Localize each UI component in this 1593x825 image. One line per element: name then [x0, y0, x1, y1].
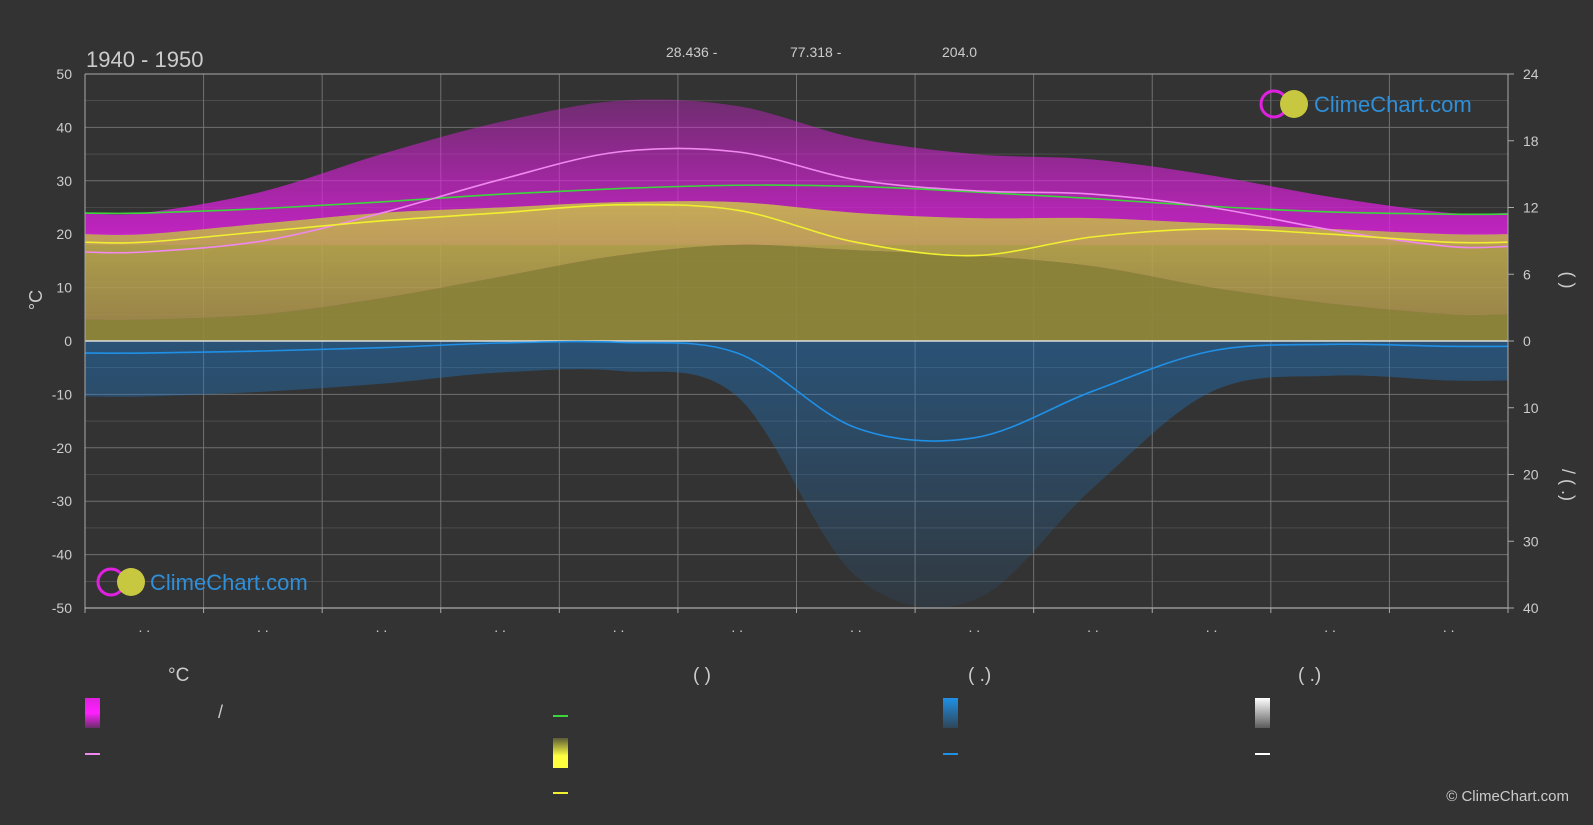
y-tick-right-precip: 30 — [1523, 533, 1539, 549]
range-bands — [85, 99, 1508, 608]
x-tick-label: . . — [138, 619, 150, 635]
x-tick-label: . . — [494, 619, 506, 635]
logo-text-top: ClimeChart.com — [1314, 92, 1472, 117]
y-axis-left-label: °C — [26, 290, 46, 310]
y-tick-left: -40 — [52, 547, 72, 563]
y-tick-right-precip: 10 — [1523, 400, 1539, 416]
x-tick-label: . . — [850, 619, 862, 635]
x-tick-label: . . — [731, 619, 743, 635]
logo-sun-icon — [1280, 90, 1308, 118]
x-tick-label: . . — [376, 619, 388, 635]
sunshine-line — [85, 147, 1508, 254]
logo-top-right: ClimeChart.com — [1259, 89, 1472, 119]
y-tick-left: 40 — [56, 119, 72, 135]
y-tick-left: 20 — [56, 226, 72, 242]
series-lines — [85, 147, 1508, 442]
y-tick-right-hours: 12 — [1523, 200, 1539, 216]
axes: 50 40 30 20 10 0 -10 -20 -30 -40 -50 24 18 12 6 0 10 20 30… — [52, 66, 1539, 635]
y-tick-left: 30 — [56, 173, 72, 189]
y-tick-left: 0 — [64, 333, 72, 349]
y-axis-right-top-label: ( ) — [1558, 272, 1578, 289]
y-tick-right-hours: 24 — [1523, 66, 1539, 82]
chart-period-title: 1940 - 1950 — [86, 47, 203, 72]
y-tick-right-hours: 6 — [1523, 266, 1531, 282]
y-tick-right-hours: 0 — [1523, 333, 1531, 349]
x-tick-label: . . — [1443, 619, 1455, 635]
y-tick-left: 50 — [56, 66, 72, 82]
x-tick-label: . . — [969, 619, 981, 635]
x-tick-label: . . — [1206, 619, 1218, 635]
y-tick-left: -10 — [52, 386, 72, 402]
logo-text-bottom: ClimeChart.com — [150, 570, 308, 595]
header-stat-3: 204.0 — [942, 44, 977, 60]
logo-sun-icon — [117, 568, 145, 596]
precipitation-mean-line — [85, 340, 1508, 442]
temperature-mean-line — [85, 203, 1508, 257]
y-tick-left: -50 — [52, 600, 72, 616]
y-tick-right-hours: 18 — [1523, 133, 1539, 149]
y-axis-right-bottom-label: / ( .) — [1558, 469, 1578, 501]
x-tick-label: . . — [613, 619, 625, 635]
logo-bottom-left: ClimeChart.com — [96, 567, 308, 597]
y-tick-left: -30 — [52, 493, 72, 509]
sunshine-range-band — [85, 99, 1508, 245]
x-tick-label: . . — [1324, 619, 1336, 635]
y-tick-right-precip: 40 — [1523, 600, 1539, 616]
y-tick-left: 10 — [56, 280, 72, 296]
y-tick-right-precip: 20 — [1523, 467, 1539, 483]
daylight-line — [85, 184, 1508, 216]
copyright-text: © ClimeChart.com — [1446, 788, 1569, 805]
x-tick-label: . . — [1087, 619, 1099, 635]
y-tick-left: -20 — [52, 440, 72, 456]
header-stat-1: 28.436 - — [666, 44, 718, 60]
temperature-lower-band — [85, 244, 1508, 341]
header-stat-2: 77.318 - — [790, 44, 842, 60]
x-tick-label: . . — [257, 619, 269, 635]
precipitation-range-band — [85, 341, 1508, 608]
